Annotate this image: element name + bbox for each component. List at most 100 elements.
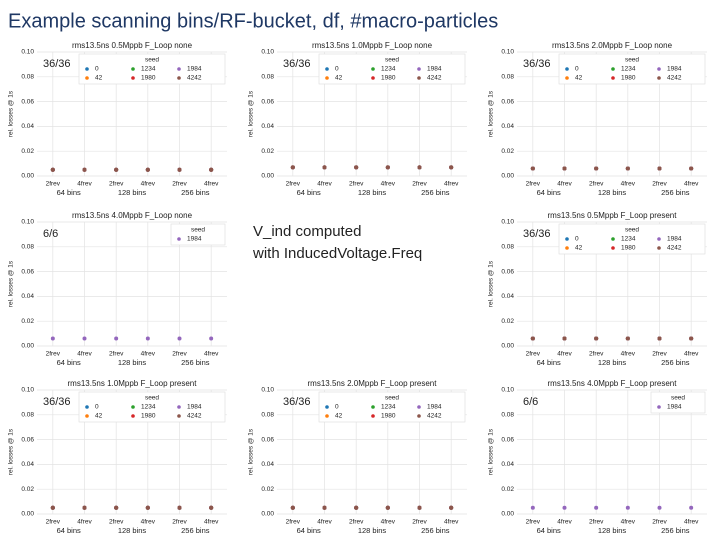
legend-marker (565, 246, 569, 250)
y-tick-label: 0.02 (501, 318, 514, 325)
data-point (657, 336, 662, 341)
x-group-label: 256 bins (661, 526, 690, 535)
x-tick-label: 2frev (286, 519, 301, 526)
legend-title: seed (385, 395, 399, 402)
legend-label: 1984 (187, 66, 202, 73)
legend-marker (177, 67, 181, 71)
legend-marker (371, 76, 375, 80)
data-point (354, 165, 359, 170)
chart-title: rms13.5ns 2.0Mppb F_Loop none (552, 41, 673, 50)
legend-title: seed (625, 227, 639, 234)
legend-marker (417, 414, 421, 418)
data-point (82, 336, 87, 341)
legend-marker (325, 76, 329, 80)
legend-box (78, 391, 226, 423)
x-group-label: 256 bins (661, 358, 690, 367)
x-tick-label: 4frev (317, 181, 332, 188)
x-tick-label: 4frev (684, 519, 699, 526)
y-tick-label: 0.04 (501, 461, 514, 468)
x-tick-label: 4frev (204, 519, 219, 526)
legend-title: seed (191, 227, 205, 234)
annotation: 36/36 (523, 58, 551, 70)
legend-marker (177, 414, 181, 418)
data-point (530, 505, 535, 510)
x-tick-label: 4frev (77, 351, 92, 358)
data-point (209, 167, 214, 172)
x-tick-label: 4frev (621, 351, 636, 358)
x-tick-label: 2frev (652, 181, 667, 188)
data-point (689, 505, 694, 510)
x-tick-label: 4frev (77, 519, 92, 526)
y-axis-label: rel. losses @ 1s (488, 90, 495, 137)
x-group-label: 64 bins (537, 358, 561, 367)
y-tick-label: 0.02 (501, 486, 514, 493)
y-tick-label: 0.04 (21, 461, 34, 468)
data-point (562, 336, 567, 341)
y-tick-label: 0.10 (501, 387, 514, 394)
y-tick-label: 0.08 (21, 244, 34, 251)
y-tick-label: 0.10 (21, 49, 34, 56)
legend-box (318, 391, 466, 423)
y-tick-label: 0.02 (21, 148, 34, 155)
x-tick-label: 4frev (317, 519, 332, 526)
legend-marker (85, 67, 89, 71)
x-tick-label: 2frev (172, 181, 187, 188)
data-point (145, 505, 150, 510)
legend-marker (417, 76, 421, 80)
y-tick-label: 0.04 (21, 293, 34, 300)
x-group-label: 64 bins (297, 526, 321, 535)
x-tick-label: 2frev (109, 519, 124, 526)
legend-label: 1980 (381, 413, 396, 420)
legend-marker (657, 237, 661, 241)
legend-marker (85, 405, 89, 409)
y-tick-label: 0.08 (21, 74, 34, 81)
x-tick-label: 4frev (381, 181, 396, 188)
y-tick-label: 0.02 (501, 148, 514, 155)
annotation: 36/36 (523, 228, 551, 240)
legend-label: 1984 (187, 236, 202, 243)
y-axis-label: rel. losses @ 1s (8, 260, 15, 307)
x-tick-label: 4frev (204, 181, 219, 188)
data-point (594, 336, 599, 341)
chart-title: rms13.5ns 4.0Mppb F_Loop present (548, 379, 678, 388)
data-point (417, 505, 422, 510)
chart-title: rms13.5ns 0.5Mppb F_Loop present (548, 211, 678, 220)
data-point (562, 166, 567, 171)
legend-label: 4242 (427, 413, 442, 420)
legend-marker (131, 76, 135, 80)
legend-marker (325, 414, 329, 418)
legend-box (170, 223, 226, 246)
data-point (209, 336, 214, 341)
y-tick-label: 0.04 (261, 461, 274, 468)
y-tick-label: 0.08 (21, 412, 34, 419)
legend-marker (417, 405, 421, 409)
data-point (449, 505, 454, 510)
x-group-label: 256 bins (661, 188, 690, 197)
data-point (82, 167, 87, 172)
y-tick-label: 0.00 (501, 511, 514, 518)
x-tick-label: 2frev (412, 181, 427, 188)
chart-title: rms13.5ns 0.5Mppb F_Loop none (72, 41, 193, 50)
y-axis-label: rel. losses @ 1s (488, 428, 495, 475)
y-tick-label: 0.00 (21, 343, 34, 350)
data-point (530, 166, 535, 171)
y-tick-label: 0.10 (261, 49, 274, 56)
x-tick-label: 4frev (684, 181, 699, 188)
legend-marker (177, 76, 181, 80)
legend-marker (177, 237, 181, 241)
y-tick-label: 0.00 (501, 343, 514, 350)
legend-label: 42 (575, 75, 583, 82)
x-tick-label: 4frev (684, 351, 699, 358)
legend-marker (565, 76, 569, 80)
x-tick-label: 2frev (349, 519, 364, 526)
x-group-label: 64 bins (537, 188, 561, 197)
x-tick-label: 2frev (589, 519, 604, 526)
data-point (625, 166, 630, 171)
chart-title: rms13.5ns 4.0Mppb F_Loop none (72, 211, 193, 220)
y-tick-label: 0.06 (261, 436, 274, 443)
legend-marker (371, 405, 375, 409)
legend-label: 1984 (667, 66, 682, 73)
x-tick-label: 4frev (557, 519, 572, 526)
x-group-label: 128 bins (118, 188, 147, 197)
y-tick-label: 0.08 (501, 412, 514, 419)
